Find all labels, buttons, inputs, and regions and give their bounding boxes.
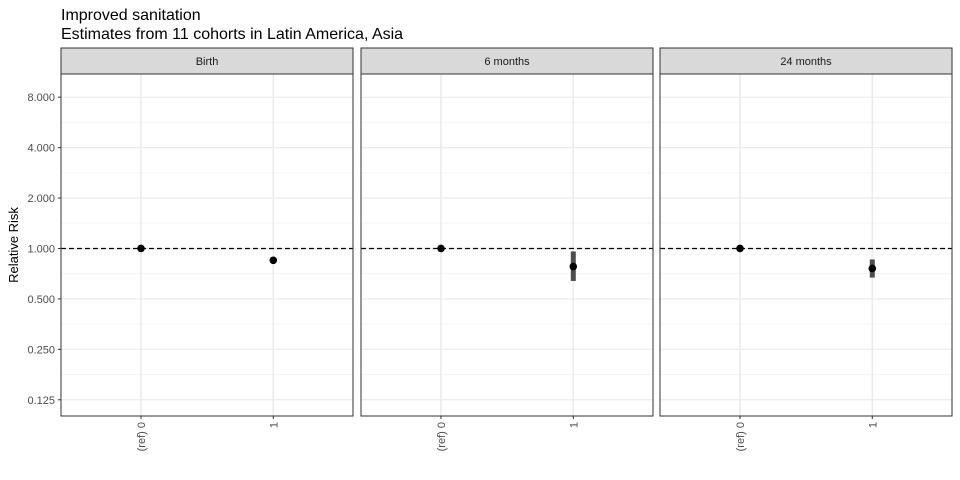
data-point	[437, 244, 445, 253]
x-tick-label: (ref) 0	[436, 422, 448, 451]
panel-border	[360, 73, 654, 417]
y-tick-label: 0.125	[27, 395, 55, 407]
x-tick-label: 1	[867, 422, 879, 428]
y-tick-label: 2.000	[27, 193, 55, 205]
y-tick-label: 0.500	[27, 294, 55, 306]
chart-subtitle: Estimates from 11 cohorts in Latin Ameri…	[61, 26, 403, 43]
data-point	[269, 256, 278, 265]
x-tick-label: (ref) 0	[735, 422, 747, 451]
facet-strip	[659, 47, 953, 75]
chart-title: Improved sanitation	[61, 7, 201, 24]
x-tick-label: 1	[268, 422, 280, 428]
panel-border	[60, 73, 354, 417]
data-point	[736, 244, 744, 253]
panel-background	[361, 74, 653, 416]
facet-panel-0: Birth (ref) 0 1	[60, 47, 354, 451]
y-tick-label: 1.000	[27, 243, 55, 255]
facet-panel-2: 24 months (ref) 0 1	[659, 47, 953, 451]
data-point	[868, 264, 877, 273]
data-point	[137, 244, 145, 253]
y-axis-ticks: 0.125 0.250 0.500 1.000 2.000 4.000 8.000	[27, 92, 61, 407]
facet-panel-1: 6 months (ref) 0 1	[360, 47, 654, 451]
facet-strip	[360, 47, 654, 75]
x-tick-label: 1	[568, 422, 580, 428]
y-tick-label: 4.000	[27, 143, 55, 155]
panel-background	[61, 74, 353, 416]
y-tick-label: 8.000	[27, 92, 55, 104]
y-axis-title: Relative Risk	[6, 207, 21, 283]
panel-background	[660, 74, 952, 416]
facet-strip-label: Birth	[196, 56, 219, 68]
facet-strip-label: 6 months	[484, 56, 530, 68]
panel-border	[659, 73, 953, 417]
y-tick-label: 0.250	[27, 344, 55, 356]
x-tick-label: (ref) 0	[136, 422, 148, 451]
facet-panels: Birth (ref) 0 1 6 months (ref) 0 1 24 months (r…	[60, 47, 953, 451]
facet-strip-label: 24 months	[780, 56, 832, 68]
data-point	[569, 262, 578, 271]
